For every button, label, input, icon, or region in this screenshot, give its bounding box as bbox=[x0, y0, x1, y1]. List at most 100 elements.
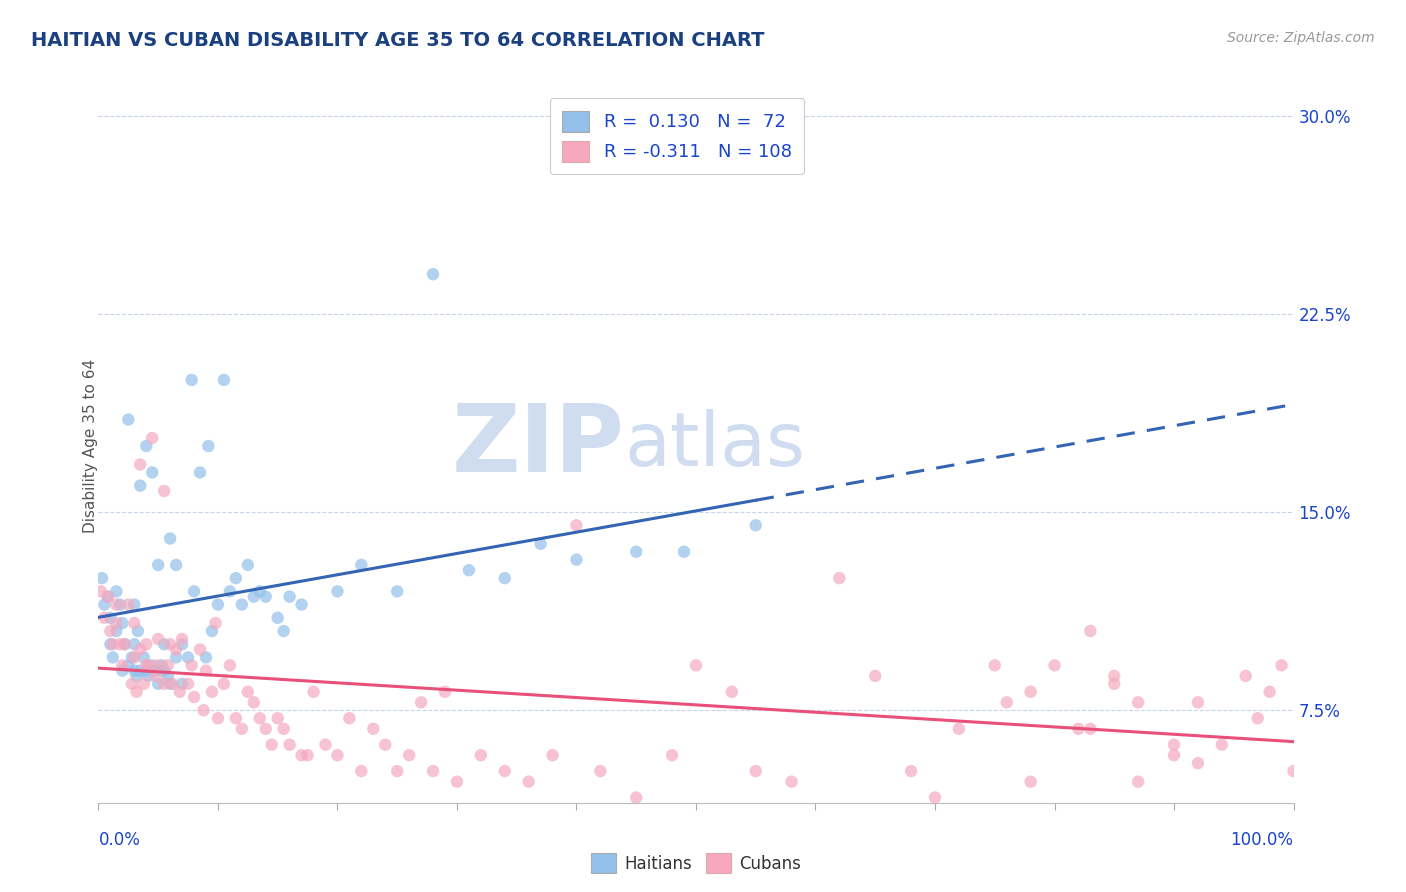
Point bbox=[494, 764, 516, 778]
Point bbox=[231, 598, 253, 612]
Point bbox=[159, 532, 181, 546]
Point bbox=[231, 722, 253, 736]
Point bbox=[1258, 685, 1281, 699]
Point bbox=[254, 590, 277, 604]
Point bbox=[212, 677, 235, 691]
Point bbox=[458, 563, 481, 577]
Point bbox=[1128, 695, 1150, 709]
Point bbox=[124, 616, 146, 631]
Point bbox=[374, 738, 396, 752]
Point bbox=[780, 774, 803, 789]
Point bbox=[117, 412, 139, 426]
Point bbox=[673, 545, 696, 559]
Point bbox=[129, 642, 152, 657]
Point bbox=[291, 598, 314, 612]
Point bbox=[1019, 774, 1042, 789]
Point bbox=[129, 664, 152, 678]
Point bbox=[565, 552, 588, 566]
Point bbox=[97, 590, 120, 604]
Point bbox=[172, 632, 194, 646]
Point bbox=[225, 711, 247, 725]
Point bbox=[141, 466, 163, 480]
Point bbox=[236, 558, 259, 572]
Point bbox=[339, 711, 361, 725]
Point bbox=[1271, 658, 1294, 673]
Point bbox=[129, 458, 152, 472]
Point bbox=[434, 685, 457, 699]
Point bbox=[745, 518, 768, 533]
Point bbox=[1067, 722, 1090, 736]
Point bbox=[138, 658, 160, 673]
Point bbox=[398, 748, 420, 763]
Point bbox=[141, 431, 163, 445]
Point bbox=[145, 664, 167, 678]
Point bbox=[207, 598, 229, 612]
Point bbox=[195, 664, 218, 678]
Point bbox=[132, 650, 155, 665]
Point bbox=[135, 658, 157, 673]
Point bbox=[145, 669, 167, 683]
Point bbox=[1282, 764, 1305, 778]
Point bbox=[201, 685, 224, 699]
Point bbox=[924, 790, 946, 805]
Point bbox=[172, 677, 194, 691]
Point bbox=[1211, 738, 1233, 752]
Point bbox=[153, 637, 176, 651]
Point bbox=[98, 624, 122, 638]
Point bbox=[93, 598, 115, 612]
Point bbox=[135, 637, 157, 651]
Point bbox=[350, 558, 373, 572]
Point bbox=[1043, 658, 1066, 673]
Point bbox=[150, 658, 173, 673]
Point bbox=[984, 658, 1007, 673]
Point bbox=[148, 632, 170, 646]
Text: atlas: atlas bbox=[624, 409, 806, 483]
Point bbox=[148, 558, 170, 572]
Point bbox=[124, 664, 146, 678]
Point bbox=[188, 466, 211, 480]
Point bbox=[105, 624, 128, 638]
Point bbox=[565, 518, 588, 533]
Point bbox=[159, 637, 181, 651]
Point bbox=[148, 658, 170, 673]
Point bbox=[249, 711, 271, 725]
Point bbox=[121, 677, 143, 691]
Point bbox=[111, 664, 134, 678]
Point bbox=[159, 677, 181, 691]
Point bbox=[1163, 738, 1185, 752]
Point bbox=[153, 677, 176, 691]
Point bbox=[180, 658, 202, 673]
Point bbox=[93, 611, 115, 625]
Point bbox=[197, 439, 219, 453]
Point bbox=[1187, 695, 1209, 709]
Point bbox=[193, 703, 215, 717]
Point bbox=[243, 590, 266, 604]
Point bbox=[236, 685, 259, 699]
Point bbox=[138, 669, 160, 683]
Point bbox=[201, 624, 224, 638]
Point bbox=[101, 650, 124, 665]
Point bbox=[207, 711, 229, 725]
Point bbox=[745, 764, 768, 778]
Point bbox=[98, 611, 122, 625]
Point bbox=[183, 690, 205, 704]
Point bbox=[153, 483, 176, 498]
Point bbox=[188, 642, 211, 657]
Point bbox=[865, 669, 887, 683]
Point bbox=[156, 658, 179, 673]
Point bbox=[97, 590, 120, 604]
Point bbox=[422, 267, 444, 281]
Point bbox=[124, 637, 146, 651]
Point bbox=[721, 685, 744, 699]
Point bbox=[225, 571, 247, 585]
Point bbox=[105, 616, 128, 631]
Point bbox=[626, 545, 648, 559]
Point bbox=[165, 650, 187, 665]
Point bbox=[114, 637, 136, 651]
Point bbox=[129, 478, 152, 492]
Point bbox=[494, 571, 516, 585]
Point bbox=[385, 764, 409, 778]
Point bbox=[1080, 722, 1102, 736]
Point bbox=[135, 664, 157, 678]
Point bbox=[132, 677, 155, 691]
